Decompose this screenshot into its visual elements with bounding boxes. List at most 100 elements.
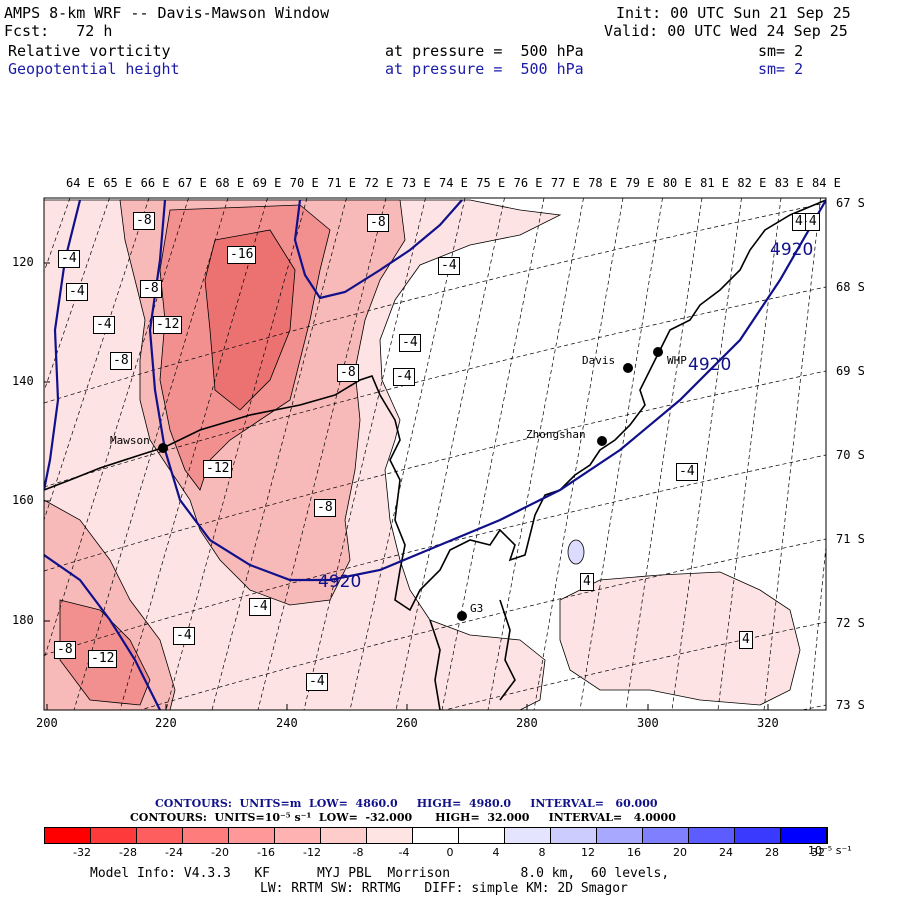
- color-scale-swatch: [91, 828, 137, 843]
- meridian-line: [165, 198, 308, 710]
- x-axis-tick-label: 320: [757, 716, 779, 730]
- latitude-label: 69 S: [836, 364, 865, 378]
- coastline: [429, 619, 441, 710]
- latitude-label: 71 S: [836, 532, 865, 546]
- height-contour: [44, 554, 161, 710]
- meridian-line: [257, 198, 387, 710]
- station-marker: [653, 347, 663, 357]
- map-border: [43, 197, 827, 711]
- station-label-mawson: Mawson: [110, 434, 150, 447]
- station-marker: [623, 363, 633, 373]
- meridian-line: [625, 198, 703, 710]
- longitude-label: 80 E: [662, 176, 692, 190]
- vorticity-contour-label: -4: [66, 283, 88, 301]
- station-marker: [597, 436, 607, 446]
- longitude-label: 65 E: [103, 176, 133, 190]
- vorticity-contour-label: -8: [140, 280, 162, 298]
- vorticity-contour-label: 4: [580, 573, 594, 591]
- height-contour-label: 4920: [770, 240, 814, 260]
- meridian-line: [44, 198, 189, 661]
- longitude-label: 71 E: [327, 176, 356, 190]
- model-info-line1: Model Info: V4.3.3 KF MYJ PBL Morrison 8…: [90, 866, 670, 881]
- parallel-line: [44, 202, 826, 404]
- meridian-line: [671, 198, 742, 710]
- map-area: [44, 198, 826, 710]
- color-scale-value: -32: [73, 846, 91, 859]
- color-scale-value: -16: [257, 846, 275, 859]
- vorticity-contour-label: -12: [153, 316, 183, 334]
- station-label-whp: WHP: [667, 354, 687, 367]
- color-scale-swatch: [321, 828, 367, 843]
- color-scale-swatch: [229, 828, 275, 843]
- vorticity-contour-label: -4: [58, 250, 80, 268]
- height-contour-label: 4920: [318, 572, 362, 592]
- meridian-line: [303, 198, 426, 710]
- longitude-label: 72 E: [364, 176, 394, 190]
- longitude-label: 67 E: [177, 176, 207, 190]
- meridian-line: [211, 198, 347, 710]
- vorticity-contour-label: 4: [792, 213, 806, 231]
- legend-vorticity-line: CONTOURS: UNITS=10⁻⁵ s⁻¹ LOW= -32.000 HI…: [130, 811, 676, 824]
- color-scale-swatch: [275, 828, 321, 843]
- longitude-label: 74 E: [439, 176, 468, 190]
- valid-time: Valid: 00 UTC Wed 24 Sep 25: [604, 22, 848, 40]
- longitude-label: 73 E: [401, 176, 431, 190]
- color-scale-swatch: [781, 828, 827, 843]
- meridian-line: [533, 198, 624, 710]
- station-label-g3: G3: [470, 602, 484, 615]
- x-axis-tick-label: 280: [516, 716, 538, 730]
- color-scale-swatch: [183, 828, 229, 843]
- vorticity-contour-label: -12: [88, 650, 118, 668]
- y-axis-tick-label: 160: [12, 493, 34, 507]
- longitude-label: 78 E: [588, 176, 618, 190]
- vorticity-contour-label: -4: [173, 627, 195, 645]
- vorticity-contour-label: -8: [133, 212, 155, 230]
- longitude-label: 68 E: [215, 176, 245, 190]
- vorticity-contour-label: -8: [337, 364, 359, 382]
- color-scale-value: 0: [446, 846, 454, 859]
- color-scale-swatch: [597, 828, 643, 843]
- meridian-line: [395, 198, 505, 710]
- vorticity-contour-label: -4: [393, 368, 415, 386]
- vorticity-contour-label: -4: [676, 463, 698, 481]
- color-scale-bar: [44, 827, 828, 844]
- latitude-label: 70 S: [836, 448, 865, 462]
- y-axis-tick-label: 180: [12, 613, 34, 627]
- axis-ticks: [44, 262, 769, 710]
- vorticity-contour-label: -4: [399, 334, 421, 352]
- longitude-label: 77 E: [550, 176, 580, 190]
- vorticity-contour-label: -8: [110, 352, 132, 370]
- x-axis-tick-label: 220: [155, 716, 177, 730]
- init-time: Init: 00 UTC Sun 21 Sep 25: [616, 4, 851, 22]
- color-scale-value: 16: [627, 846, 641, 859]
- meridian-line: [44, 198, 150, 522]
- color-scale-value: 24: [719, 846, 733, 859]
- color-scale-swatch: [735, 828, 781, 843]
- latlon-grid: [44, 198, 826, 710]
- color-scale-swatch: [367, 828, 413, 843]
- meridian-line: [579, 198, 663, 710]
- latitude-label: 67 S: [836, 196, 865, 210]
- vorticity-contour-label: -16: [227, 246, 257, 264]
- color-scale-value: -28: [119, 846, 137, 859]
- x-axis-tick-label: 300: [637, 716, 659, 730]
- scale-units: 10⁻⁵ s⁻¹: [808, 844, 852, 857]
- meridian-line: [763, 198, 821, 710]
- parallel-line: [139, 538, 826, 710]
- model-info-line2: LW: RRTM SW: RRTMG DIFF: simple KM: 2D S…: [260, 881, 628, 896]
- station-label-zhongshan: Zhongshan: [526, 428, 586, 441]
- field2-smoothing: sm= 2: [758, 60, 804, 78]
- station-marker: [457, 611, 467, 621]
- color-scale-swatch: [505, 828, 551, 843]
- field1-smoothing: sm= 2: [758, 42, 804, 60]
- x-axis-tick-label: 200: [36, 716, 58, 730]
- color-scale-value: -8: [352, 846, 364, 859]
- positive-vorticity-patch: [567, 539, 585, 565]
- longitude-label: 79 E: [625, 176, 655, 190]
- vorticity-contour-label: -8: [314, 499, 336, 517]
- station-label-davis: Davis: [582, 354, 616, 367]
- longitude-label: 84 E: [812, 176, 841, 190]
- y-axis-tick-label: 120: [12, 255, 34, 269]
- color-scale-swatch: [459, 828, 505, 843]
- map-title: AMPS 8-km WRF -- Davis-Mawson Window: [4, 4, 330, 22]
